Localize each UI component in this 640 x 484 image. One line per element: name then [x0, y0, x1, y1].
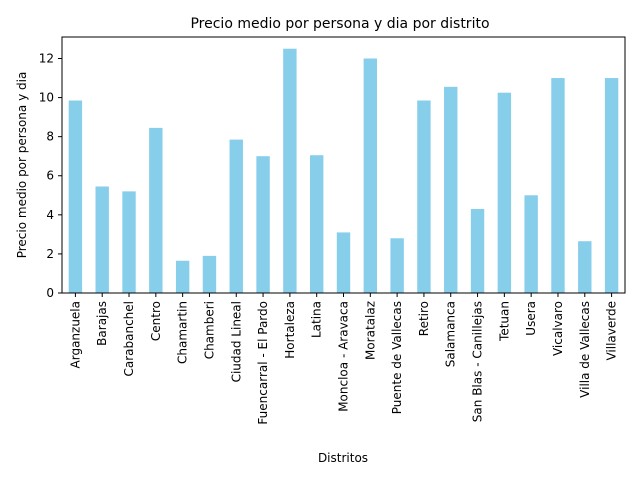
x-tick-label: Vicalvaro	[551, 301, 565, 356]
bar	[604, 78, 619, 293]
x-tick-label: Barajas	[95, 301, 109, 346]
x-tick-label: Ciudad Lineal	[229, 301, 243, 382]
y-tick-label: 2	[46, 247, 54, 261]
bar	[497, 92, 512, 293]
bar	[578, 241, 592, 293]
y-tick-label: 10	[39, 91, 54, 105]
chart-title: Precio medio por persona y dia por distr…	[190, 16, 489, 32]
x-tick-label: Moratalaz	[363, 301, 377, 360]
bar	[95, 186, 109, 293]
bar	[256, 156, 270, 293]
y-tick-label: 8	[46, 130, 54, 144]
bar	[470, 208, 485, 293]
x-tick-label: Latina	[310, 301, 324, 338]
x-tick-label: Centro	[149, 301, 163, 341]
x-tick-label: Villaverde	[605, 301, 619, 361]
bar	[444, 86, 458, 293]
bar	[149, 127, 163, 294]
y-tick-label: 12	[39, 51, 54, 65]
y-tick-label: 0	[46, 286, 54, 300]
plot-frame	[61, 36, 626, 294]
bar	[122, 191, 136, 293]
x-tick-label: Puente de Vallecas	[390, 301, 404, 414]
bar	[229, 139, 243, 293]
x-tick-label: Moncloa - Aravaca	[337, 301, 351, 412]
x-axis-label: Distritos	[318, 451, 368, 465]
bar	[417, 100, 431, 293]
x-tick-label: Fuencarral - El Pardo	[256, 301, 270, 425]
bar	[309, 155, 324, 293]
y-tick-label: 4	[46, 208, 54, 222]
bar	[524, 195, 538, 293]
y-axis-label: Precio medio por persona y dia	[15, 72, 29, 259]
bar	[68, 100, 83, 293]
x-tick-label: San Blas - Canillejas	[471, 301, 485, 422]
bar	[202, 255, 217, 293]
x-tick-label: Hortaleza	[283, 301, 297, 359]
bars-group	[68, 48, 619, 294]
bar	[390, 238, 404, 293]
x-axis: Arganzuela Barajas Carabanchel Centro Chamar…	[68, 293, 619, 425]
x-tick-label: Carabanchel	[122, 301, 136, 377]
y-axis: 0 2 4 6 8 10 12	[39, 51, 62, 300]
x-tick-label: Arganzuela	[68, 301, 82, 368]
bar	[175, 260, 190, 293]
x-tick-label: Chamberi	[202, 301, 216, 359]
x-tick-label: Salamanca	[444, 301, 458, 367]
x-tick-label: Chamartin	[176, 301, 190, 364]
x-tick-label: Usera	[524, 301, 538, 336]
bar	[283, 48, 297, 294]
x-tick-label: Tetuan	[497, 301, 511, 342]
x-tick-label: Villa de Vallecas	[578, 301, 592, 398]
x-tick-label: Retiro	[417, 301, 431, 336]
bar	[363, 58, 378, 293]
bar	[336, 232, 351, 293]
bar	[551, 78, 565, 293]
y-tick-label: 6	[46, 169, 54, 183]
